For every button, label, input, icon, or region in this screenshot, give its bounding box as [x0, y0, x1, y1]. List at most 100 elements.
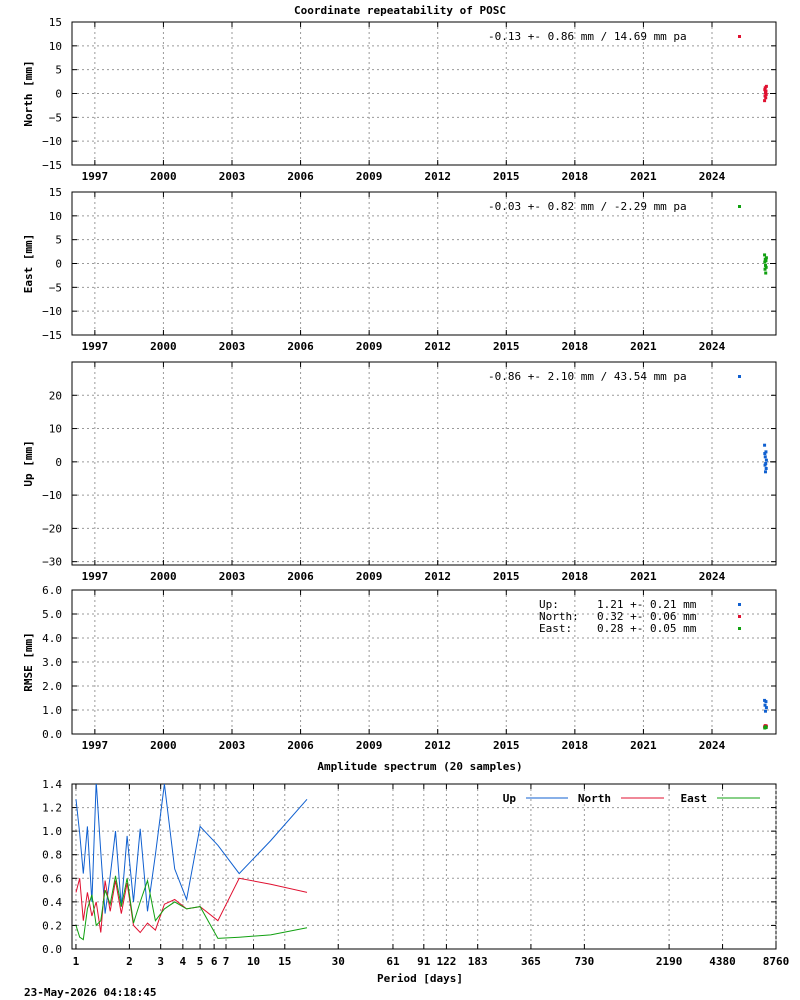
east-data-point-east: [764, 271, 768, 275]
spectrum-x-tick-label: 8760: [763, 955, 790, 968]
north-x-tick-label: 2012: [424, 170, 451, 183]
up-x-tick-label: 2015: [493, 570, 520, 583]
north-y-tick-label: −5: [49, 111, 62, 124]
up-x-tick-label: 2018: [562, 570, 589, 583]
rmse-x-tick-label: 2018: [562, 739, 589, 752]
spectrum-y-tick-label: 0.8: [42, 849, 62, 862]
spectrum-x-tick-label: 2: [126, 955, 133, 968]
north-y-tick-label: −10: [42, 135, 62, 148]
spectrum-x-tick-label: 7: [223, 955, 230, 968]
east-y-tick-label: 15: [49, 186, 62, 199]
east-y-tick-label: 5: [55, 234, 62, 247]
rmse-ylabel: RMSE [mm]: [22, 632, 35, 692]
north-stat-marker: [738, 35, 741, 38]
spectrum-panel: Amplitude spectrum (20 samples) Period […: [42, 760, 789, 985]
spectrum-x-tick-label: 1: [73, 955, 80, 968]
east-y-tick-label: −15: [42, 329, 62, 342]
east-x-tick-label: 2015: [493, 340, 520, 353]
up-data-point-up: [763, 470, 767, 474]
north-x-tick-label: 2003: [219, 170, 246, 183]
north-y-tick-label: 15: [49, 16, 62, 29]
north-data-point-north: [764, 92, 768, 96]
up-x-tick-label: 2003: [219, 570, 246, 583]
east-y-tick-label: 0: [55, 258, 62, 271]
spectrum-x-tick-label: 15: [278, 955, 291, 968]
east-x-tick-label: 2024: [699, 340, 726, 353]
north-y-tick-label: −15: [42, 159, 62, 172]
north-y-tick-label: 10: [49, 40, 62, 53]
north-x-tick-label: 2024: [699, 170, 726, 183]
spectrum-x-tick-label: 183: [468, 955, 488, 968]
rmse-y-tick-label: 3.0: [42, 656, 62, 669]
east-x-tick-label: 2003: [219, 340, 246, 353]
spectrum-xlabel: Period [days]: [377, 972, 463, 985]
rmse-data-point-up: [764, 706, 768, 710]
east-x-tick-label: 2012: [424, 340, 451, 353]
up-stat-text: -0.86 +- 2.10 mm / 43.54 mm pa: [488, 370, 687, 383]
east-data-point-east: [763, 253, 767, 257]
rmse-y-tick-label: 4.0: [42, 632, 62, 645]
north-x-tick-label: 2018: [562, 170, 589, 183]
east-ylabel: East [mm]: [22, 234, 35, 294]
rmse-legend-east-label: East:: [539, 622, 572, 635]
up-y-tick-label: −20: [42, 522, 62, 535]
rmse-y-tick-label: 6.0: [42, 584, 62, 597]
rmse-legend-up-label: Up:: [539, 598, 559, 611]
rmse-data-point-east: [764, 726, 768, 730]
up-data-point-up: [764, 466, 768, 470]
rmse-x-tick-label: 1997: [82, 739, 109, 752]
rmse-data-point-up: [763, 709, 767, 713]
east-panel: East [mm] -0.03 +- 0.82 mm / -2.29 mm pa…: [22, 186, 777, 353]
east-y-tick-label: 10: [49, 210, 62, 223]
spectrum-line-up: [75, 784, 308, 914]
spectrum-x-tick-label: 4: [180, 955, 187, 968]
spectrum-x-tick-label: 30: [332, 955, 345, 968]
spectrum-legend-up-label: Up: [503, 792, 517, 805]
east-data-point-east: [763, 267, 767, 271]
north-x-tick-label: 2000: [150, 170, 177, 183]
rmse-x-tick-label: 2003: [219, 739, 246, 752]
up-x-tick-label: 2012: [424, 570, 451, 583]
rmse-legend-marker-east: [738, 627, 741, 630]
up-data-point-up: [764, 458, 768, 462]
north-x-tick-label: 2006: [287, 170, 314, 183]
spectrum-y-tick-label: 0.2: [42, 919, 62, 932]
up-data-point-up: [763, 463, 767, 467]
up-data-point-up: [763, 443, 767, 447]
spectrum-y-tick-label: 1.4: [42, 778, 62, 791]
north-ylabel: North [mm]: [22, 60, 35, 126]
east-data-point-east: [764, 256, 768, 260]
north-data-point-north: [764, 96, 768, 100]
rmse-legend: Up: 1.21 +- 0.21 mm North: 0.32 +- 0.06 …: [539, 598, 697, 635]
east-x-tick-label: 2021: [630, 340, 657, 353]
north-y-tick-label: 0: [55, 88, 62, 101]
spectrum-x-tick-label: 61: [386, 955, 400, 968]
up-y-tick-label: 20: [49, 389, 62, 402]
spectrum-x-tick-label: 2190: [656, 955, 683, 968]
north-x-tick-label: 2021: [630, 170, 657, 183]
rmse-legend-east-value: 0.28 +- 0.05 mm: [597, 622, 697, 635]
north-y-tick-label: 5: [55, 64, 62, 77]
figure-title: Coordinate repeatability of POSC: [294, 4, 506, 17]
rmse-legend-marker-up: [738, 603, 741, 606]
north-data-point-north: [763, 99, 767, 103]
rmse-x-tick-label: 2006: [287, 739, 314, 752]
north-x-tick-label: 2009: [356, 170, 383, 183]
up-y-tick-label: −30: [42, 556, 62, 569]
up-data-point-up: [763, 455, 767, 459]
east-data-point-east: [764, 265, 768, 269]
spectrum-legend: Up North East: [503, 792, 707, 805]
up-y-tick-label: −10: [42, 489, 62, 502]
up-x-tick-label: 2024: [699, 570, 726, 583]
spectrum-x-tick-label: 5: [197, 955, 204, 968]
east-y-tick-label: −10: [42, 305, 62, 318]
rmse-y-tick-label: 2.0: [42, 680, 62, 693]
east-y-tick-label: −5: [49, 281, 62, 294]
spectrum-x-tick-label: 4380: [709, 955, 736, 968]
east-x-tick-label: 1997: [82, 340, 109, 353]
east-x-tick-label: 2000: [150, 340, 177, 353]
up-panel: Up [mm] -0.86 +- 2.10 mm / 43.54 mm pa 1…: [22, 361, 777, 583]
rmse-data-point-up: [764, 700, 768, 704]
rmse-x-tick-label: 2015: [493, 739, 520, 752]
up-x-tick-label: 2021: [630, 570, 657, 583]
